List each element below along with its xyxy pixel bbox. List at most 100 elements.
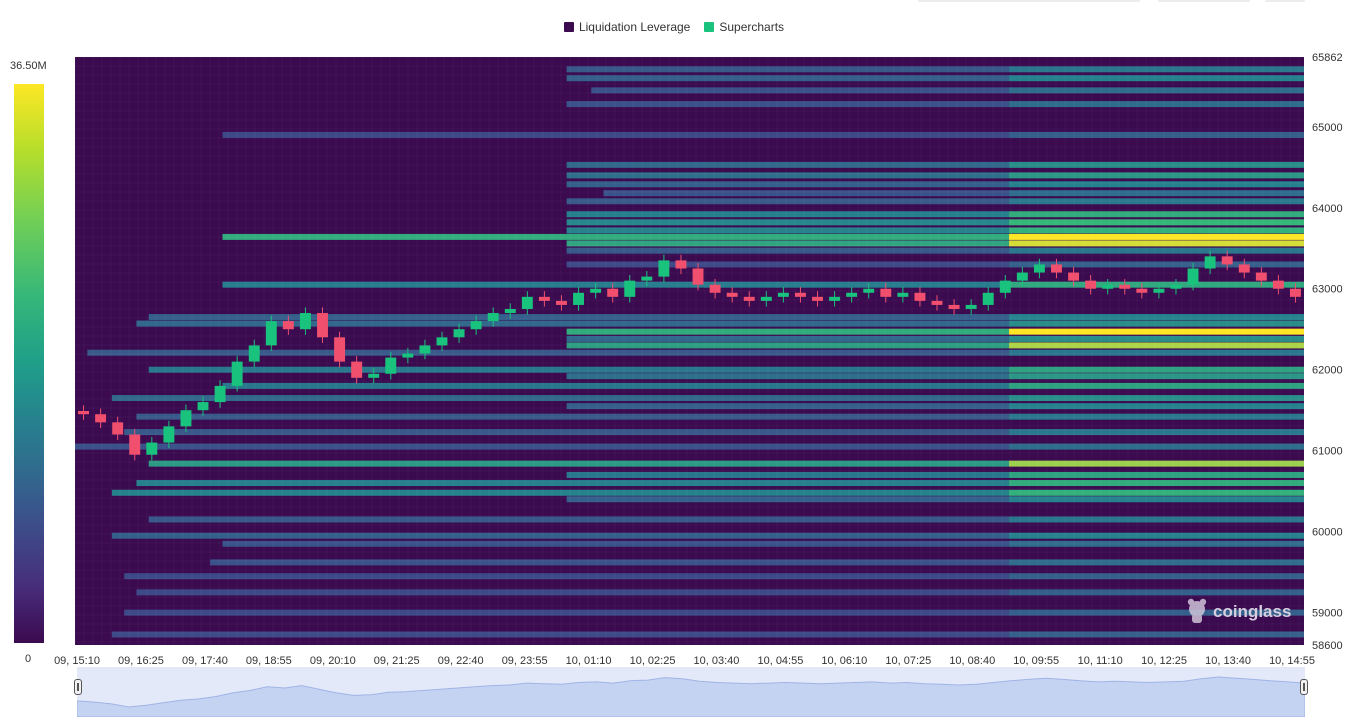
liquidation-level-band — [566, 240, 1010, 247]
legend-item-supercharts[interactable]: Supercharts — [704, 20, 784, 34]
candle-body — [334, 337, 346, 362]
liquidation-level-band — [1009, 247, 1304, 254]
liquidation-level-band — [1009, 559, 1304, 566]
legend-label: Supercharts — [719, 20, 785, 34]
legend-swatch — [704, 22, 715, 32]
candle-body — [538, 296, 550, 301]
liquidation-level-band — [1009, 328, 1304, 335]
liquidation-level-band — [1009, 382, 1304, 389]
candle-body — [641, 276, 653, 281]
chart-legend: Liquidation Leverage Supercharts — [0, 20, 1348, 34]
legend-item-liquidation-leverage[interactable]: Liquidation Leverage — [563, 20, 691, 34]
candle-body — [1221, 256, 1233, 265]
liquidation-level-band — [1009, 496, 1304, 503]
navigator-left-handle[interactable] — [74, 679, 82, 695]
candle-body — [692, 268, 704, 285]
toolbar-segment — [918, 0, 1140, 2]
range-navigator[interactable] — [77, 667, 1305, 717]
candle-body — [829, 296, 841, 301]
y-tick-label: 65862 — [1312, 52, 1343, 64]
liquidation-level-band — [222, 131, 1010, 138]
liquidation-level-band — [111, 395, 1010, 402]
candle-body — [1272, 280, 1284, 289]
liquidation-level-band — [566, 211, 1010, 218]
x-tick-label: 10, 13:40 — [1205, 655, 1251, 667]
candle-body — [760, 296, 772, 301]
liquidation-level-band — [1009, 403, 1304, 410]
legend-swatch — [563, 22, 574, 32]
candle-body — [1153, 288, 1165, 293]
legend-label: Liquidation Leverage — [578, 20, 691, 34]
candle-body — [248, 345, 260, 362]
candle-body — [914, 292, 926, 301]
liquidation-level-band — [566, 496, 1010, 503]
candle-body — [129, 434, 141, 455]
candle-body — [607, 288, 619, 297]
colorbar-max-label: 36.50M — [10, 60, 47, 72]
liquidation-level-band — [591, 87, 1010, 94]
toolbar-segment — [1265, 0, 1305, 2]
x-tick-label: 10, 03:40 — [694, 655, 740, 667]
x-tick-label: 10, 01:10 — [566, 655, 612, 667]
liquidation-level-band — [1009, 395, 1304, 402]
watermark-text: coinglass — [1213, 602, 1291, 621]
y-tick-label: 61000 — [1312, 446, 1343, 458]
candle-body — [1255, 272, 1267, 281]
candle-body — [78, 410, 89, 415]
x-tick-label: 10, 02:25 — [630, 655, 676, 667]
candle-body — [419, 345, 431, 354]
x-tick-label: 10, 14:55 — [1269, 655, 1315, 667]
candle-body — [999, 280, 1011, 293]
x-tick-label: 10, 07:25 — [885, 655, 931, 667]
candle-body — [1119, 284, 1131, 289]
navigator-right-handle[interactable] — [1300, 679, 1308, 695]
candle-body — [1204, 256, 1216, 269]
y-tick-label: 59000 — [1312, 608, 1343, 620]
candle-body — [453, 329, 465, 338]
candle-body — [1068, 272, 1080, 281]
liquidation-level-band — [566, 181, 1010, 188]
liquidation-level-band — [222, 540, 1010, 547]
liquidation-level-band — [1009, 443, 1304, 450]
candle-body — [863, 288, 875, 293]
candle-body — [487, 313, 499, 322]
liquidation-level-band — [1009, 281, 1304, 288]
liquidation-level-band — [1009, 87, 1304, 94]
liquidation-level-band — [1009, 227, 1304, 234]
liquidation-level-band — [1009, 516, 1304, 523]
candle-body — [521, 296, 533, 309]
liquidation-level-band — [566, 75, 1010, 82]
candle-body — [590, 288, 602, 293]
candle-body — [1033, 264, 1045, 273]
liquidation-level-band — [1009, 532, 1304, 539]
liquidation-level-band — [1009, 342, 1304, 349]
candle-body — [470, 321, 482, 330]
candle-body — [1290, 288, 1301, 297]
liquidation-level-band — [222, 281, 1010, 288]
liquidation-level-band — [566, 328, 1010, 335]
liquidation-level-band — [1009, 172, 1304, 179]
liquidation-level-band — [566, 247, 1010, 254]
x-tick-label: 09, 23:55 — [502, 655, 548, 667]
x-tick-label: 10, 11:10 — [1078, 655, 1123, 667]
colorbar[interactable] — [14, 84, 44, 643]
liquidation-level-band — [1009, 161, 1304, 168]
liquidation-level-band — [1009, 589, 1304, 596]
liquidation-level-band — [1009, 631, 1304, 638]
y-tick-label: 64000 — [1312, 203, 1343, 215]
liquidation-level-band — [1009, 198, 1304, 205]
liquidation-level-band — [148, 366, 1010, 373]
candle-body — [231, 361, 243, 386]
liquidation-level-band — [1009, 131, 1304, 138]
candle-body — [1016, 272, 1028, 281]
candle-body — [146, 442, 158, 455]
top-toolbar — [0, 0, 1348, 10]
liquidation-level-band — [1009, 335, 1304, 342]
candle-body — [846, 292, 858, 297]
candle-body — [402, 353, 414, 358]
candle-body — [624, 280, 636, 297]
liquidation-level-band — [1009, 66, 1304, 73]
liquidation-level-band — [1009, 366, 1304, 373]
candle-body — [299, 313, 311, 330]
